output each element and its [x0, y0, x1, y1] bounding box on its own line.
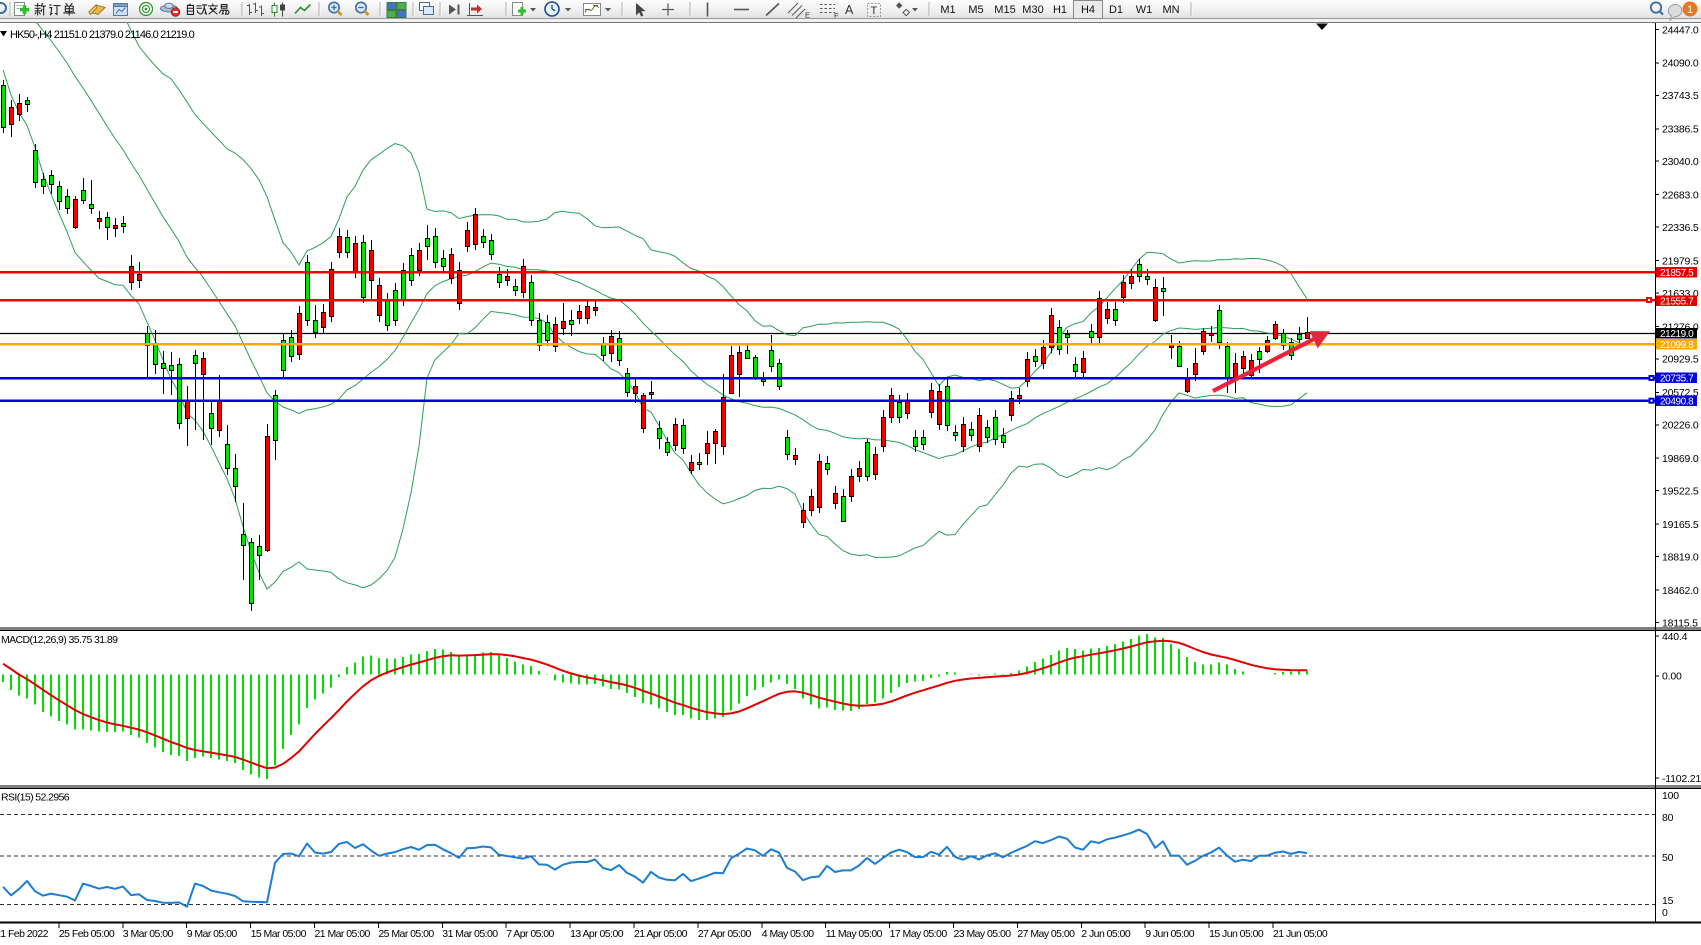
svg-text:24090.0: 24090.0 [1662, 58, 1699, 70]
svg-text:440.4: 440.4 [1662, 631, 1688, 643]
svg-text:21099.8: 21099.8 [1660, 340, 1694, 351]
svg-text:13 Apr 05:00: 13 Apr 05:00 [570, 928, 624, 940]
svg-text:M5: M5 [968, 4, 983, 16]
svg-text:20226.0: 20226.0 [1662, 420, 1699, 432]
svg-text:1: 1 [1687, 4, 1693, 16]
svg-text:21219.0: 21219.0 [1660, 329, 1694, 340]
svg-text:21 Mar 05:00: 21 Mar 05:00 [315, 928, 371, 940]
svg-text:M30: M30 [1022, 4, 1043, 16]
svg-text:18462.0: 18462.0 [1662, 585, 1699, 597]
svg-text:23743.5: 23743.5 [1662, 90, 1699, 102]
svg-text:A: A [845, 3, 854, 17]
svg-text:-1102.21: -1102.21 [1662, 773, 1701, 785]
svg-text:19522.5: 19522.5 [1662, 486, 1699, 498]
svg-text:25 Mar 05:00: 25 Mar 05:00 [378, 928, 434, 940]
svg-text:22683.0: 22683.0 [1662, 190, 1699, 202]
svg-text:100: 100 [1662, 790, 1679, 802]
svg-text:19869.0: 19869.0 [1662, 453, 1699, 465]
svg-text:7 Apr 05:00: 7 Apr 05:00 [506, 928, 554, 940]
svg-text:M15: M15 [994, 4, 1015, 16]
svg-text:11 May 05:00: 11 May 05:00 [826, 928, 883, 940]
svg-text:18115.5: 18115.5 [1662, 617, 1698, 629]
svg-text:15 Jun 05:00: 15 Jun 05:00 [1209, 928, 1264, 940]
svg-text:22336.5: 22336.5 [1662, 222, 1699, 234]
svg-text:RSI(15) 52.2956: RSI(15) 52.2956 [1, 792, 70, 804]
svg-text:3 Mar 05:00: 3 Mar 05:00 [123, 928, 174, 940]
svg-text:0: 0 [1662, 907, 1668, 919]
svg-text:31 Mar 05:00: 31 Mar 05:00 [442, 928, 498, 940]
svg-text:27 May 05:00: 27 May 05:00 [1017, 928, 1075, 940]
svg-text:23 May 05:00: 23 May 05:00 [954, 928, 1012, 940]
svg-text:T: T [871, 5, 878, 17]
svg-text:W1: W1 [1136, 4, 1153, 16]
svg-text:20929.5: 20929.5 [1662, 354, 1699, 366]
svg-text:21857.5: 21857.5 [1660, 268, 1694, 279]
svg-text:15 Mar 05:00: 15 Mar 05:00 [251, 928, 307, 940]
svg-text:9 Jun 05:00: 9 Jun 05:00 [1145, 928, 1195, 940]
svg-text:23040.0: 23040.0 [1662, 156, 1699, 168]
svg-text:MACD(12,26,9) 35.75 31.89: MACD(12,26,9) 35.75 31.89 [1, 634, 118, 646]
svg-text:HK50-,H4 21151.0 21379.0 2114: HK50-,H4 21151.0 21379.0 21146.0 21219.0 [10, 29, 195, 41]
svg-text:H1: H1 [1053, 4, 1067, 16]
svg-text:D1: D1 [1109, 4, 1123, 16]
svg-text:9 Mar 05:00: 9 Mar 05:00 [187, 928, 238, 940]
svg-text:21 Feb 2022: 21 Feb 2022 [0, 928, 49, 940]
svg-text:21555.7: 21555.7 [1660, 296, 1694, 307]
svg-text:23386.5: 23386.5 [1662, 124, 1699, 136]
svg-text:20735.7: 20735.7 [1660, 373, 1694, 384]
svg-text:80: 80 [1662, 812, 1674, 824]
svg-text:18819.0: 18819.0 [1662, 551, 1699, 563]
svg-text:21 Jun 05:00: 21 Jun 05:00 [1273, 928, 1328, 940]
svg-text:19165.5: 19165.5 [1662, 519, 1699, 531]
svg-text:27 Apr 05:00: 27 Apr 05:00 [698, 928, 752, 940]
svg-text:25 Feb 05:00: 25 Feb 05:00 [59, 928, 115, 940]
svg-text:21979.5: 21979.5 [1662, 255, 1699, 267]
svg-text:15: 15 [1662, 895, 1674, 907]
svg-text:50: 50 [1662, 852, 1674, 864]
svg-text:MN: MN [1162, 4, 1179, 16]
svg-text:4 May 05:00: 4 May 05:00 [762, 928, 814, 940]
svg-text:E: E [805, 11, 810, 20]
svg-text:20490.8: 20490.8 [1660, 396, 1694, 407]
svg-text:H4: H4 [1081, 4, 1095, 16]
svg-text:21 Apr 05:00: 21 Apr 05:00 [634, 928, 688, 940]
svg-text:F: F [834, 11, 839, 20]
svg-text:17 May 05:00: 17 May 05:00 [890, 928, 948, 940]
svg-text:0.00: 0.00 [1662, 671, 1682, 683]
svg-text:2 Jun 05:00: 2 Jun 05:00 [1081, 928, 1131, 940]
svg-text:24447.0: 24447.0 [1662, 24, 1699, 36]
svg-text:M1: M1 [940, 4, 955, 16]
